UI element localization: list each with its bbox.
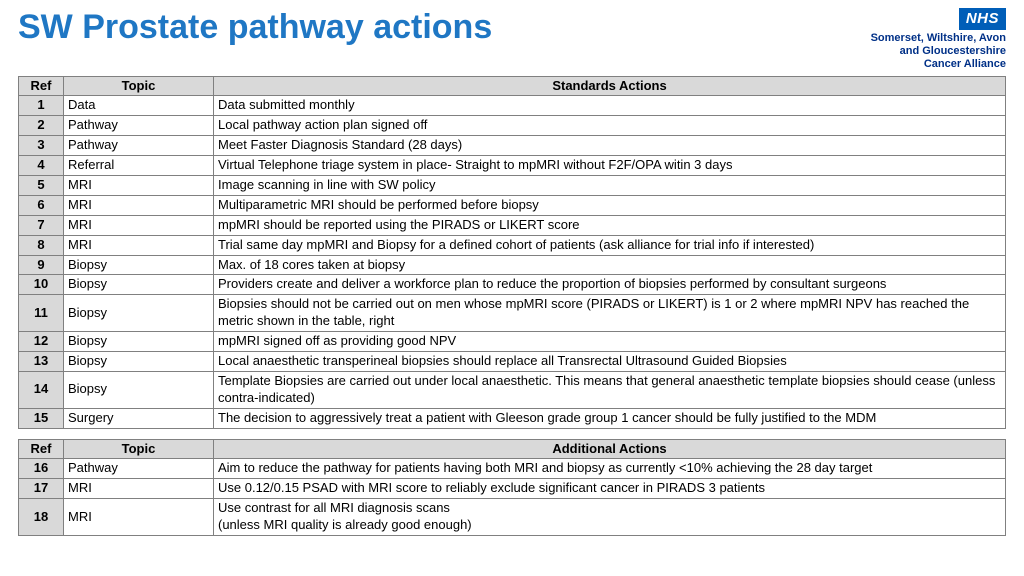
table-row: 7MRImpMRI should be reported using the P… [19, 215, 1006, 235]
cell-ref: 10 [19, 275, 64, 295]
table-row: 3PathwayMeet Faster Diagnosis Standard (… [19, 136, 1006, 156]
cell-ref: 12 [19, 332, 64, 352]
table-row: 14BiopsyTemplate Biopsies are carried ou… [19, 371, 1006, 408]
cell-ref: 18 [19, 499, 64, 536]
table-header-row: Ref Topic Additional Actions [19, 439, 1006, 459]
table-row: 10BiopsyProviders create and deliver a w… [19, 275, 1006, 295]
cell-topic: Biopsy [64, 295, 214, 332]
cell-topic: Surgery [64, 408, 214, 428]
cell-ref: 14 [19, 371, 64, 408]
cell-ref: 5 [19, 176, 64, 196]
cell-topic: Data [64, 96, 214, 116]
table-row: 16PathwayAim to reduce the pathway for p… [19, 459, 1006, 479]
logo-line-2: and Gloucestershire [900, 45, 1006, 57]
table-row: 5MRIImage scanning in line with SW polic… [19, 176, 1006, 196]
cell-action: Image scanning in line with SW policy [214, 176, 1006, 196]
cell-action: Data submitted monthly [214, 96, 1006, 116]
col-ref: Ref [19, 439, 64, 459]
cell-action: Use 0.12/0.15 PSAD with MRI score to rel… [214, 479, 1006, 499]
cell-action: Trial same day mpMRI and Biopsy for a de… [214, 235, 1006, 255]
cell-ref: 16 [19, 459, 64, 479]
table-row: 12BiopsympMRI signed off as providing go… [19, 332, 1006, 352]
cell-topic: Biopsy [64, 275, 214, 295]
table-row: 17MRIUse 0.12/0.15 PSAD with MRI score t… [19, 479, 1006, 499]
nhs-logo-icon: NHS [959, 8, 1006, 30]
cell-topic: MRI [64, 479, 214, 499]
cell-topic: Biopsy [64, 352, 214, 372]
cell-action: Template Biopsies are carried out under … [214, 371, 1006, 408]
cell-action: Local pathway action plan signed off [214, 116, 1006, 136]
additional-actions-table: Ref Topic Additional Actions 16PathwayAi… [18, 439, 1006, 536]
cell-action: Use contrast for all MRI diagnosis scans… [214, 499, 1006, 536]
cell-ref: 1 [19, 96, 64, 116]
cell-ref: 2 [19, 116, 64, 136]
cell-ref: 11 [19, 295, 64, 332]
cell-topic: MRI [64, 499, 214, 536]
table-row: 1DataData submitted monthly [19, 96, 1006, 116]
cell-ref: 8 [19, 235, 64, 255]
standards-actions-table: Ref Topic Standards Actions 1DataData su… [18, 76, 1006, 429]
cell-ref: 17 [19, 479, 64, 499]
col-topic: Topic [64, 439, 214, 459]
cell-ref: 3 [19, 136, 64, 156]
col-action: Additional Actions [214, 439, 1006, 459]
cell-topic: Pathway [64, 459, 214, 479]
cell-topic: Pathway [64, 116, 214, 136]
cell-action: mpMRI signed off as providing good NPV [214, 332, 1006, 352]
cell-action: mpMRI should be reported using the PIRAD… [214, 215, 1006, 235]
cell-topic: Referral [64, 156, 214, 176]
table-row: 13BiopsyLocal anaesthetic transperineal … [19, 352, 1006, 372]
cell-action: Local anaesthetic transperineal biopsies… [214, 352, 1006, 372]
cell-topic: MRI [64, 176, 214, 196]
table-row: 11BiopsyBiopsies should not be carried o… [19, 295, 1006, 332]
cell-topic: MRI [64, 195, 214, 215]
cell-ref: 13 [19, 352, 64, 372]
cell-action: Max. of 18 cores taken at biopsy [214, 255, 1006, 275]
cell-ref: 4 [19, 156, 64, 176]
page-title: SW Prostate pathway actions [18, 8, 492, 47]
table-row: 9BiopsyMax. of 18 cores taken at biopsy [19, 255, 1006, 275]
table-row: 2PathwayLocal pathway action plan signed… [19, 116, 1006, 136]
tables-container: Ref Topic Standards Actions 1DataData su… [0, 76, 1024, 536]
cell-topic: Biopsy [64, 371, 214, 408]
cell-topic: Biopsy [64, 255, 214, 275]
table-row: 15SurgeryThe decision to aggressively tr… [19, 408, 1006, 428]
cell-topic: MRI [64, 215, 214, 235]
table-row: 6MRIMultiparametric MRI should be perfor… [19, 195, 1006, 215]
col-topic: Topic [64, 76, 214, 96]
cell-topic: Pathway [64, 136, 214, 156]
page-header: SW Prostate pathway actions NHS Somerset… [0, 0, 1024, 76]
logo-line-1: Somerset, Wiltshire, Avon [871, 32, 1006, 44]
cell-ref: 6 [19, 195, 64, 215]
cell-ref: 9 [19, 255, 64, 275]
cell-action: Biopsies should not be carried out on me… [214, 295, 1006, 332]
col-ref: Ref [19, 76, 64, 96]
cell-action: The decision to aggressively treat a pat… [214, 408, 1006, 428]
col-action: Standards Actions [214, 76, 1006, 96]
cell-action: Aim to reduce the pathway for patients h… [214, 459, 1006, 479]
cell-action: Multiparametric MRI should be performed … [214, 195, 1006, 215]
table-row: 8MRITrial same day mpMRI and Biopsy for … [19, 235, 1006, 255]
table-header-row: Ref Topic Standards Actions [19, 76, 1006, 96]
table-row: 18MRIUse contrast for all MRI diagnosis … [19, 499, 1006, 536]
cell-action: Virtual Telephone triage system in place… [214, 156, 1006, 176]
cell-action: Providers create and deliver a workforce… [214, 275, 1006, 295]
cell-ref: 15 [19, 408, 64, 428]
cell-topic: Biopsy [64, 332, 214, 352]
nhs-logo-block: NHS Somerset, Wiltshire, Avon and Glouce… [871, 8, 1006, 72]
cell-action: Meet Faster Diagnosis Standard (28 days) [214, 136, 1006, 156]
table-row: 4ReferralVirtual Telephone triage system… [19, 156, 1006, 176]
cell-topic: MRI [64, 235, 214, 255]
cell-ref: 7 [19, 215, 64, 235]
logo-line-3: Cancer Alliance [924, 58, 1006, 70]
